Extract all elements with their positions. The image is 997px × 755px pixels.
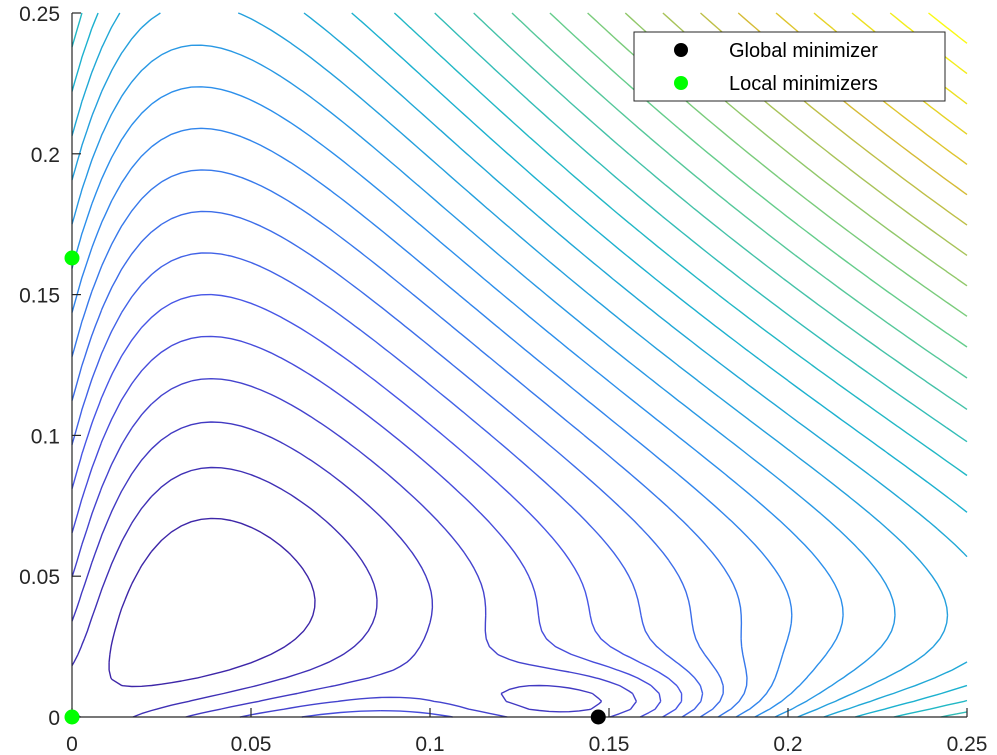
x-tick-label: 0.1 bbox=[415, 733, 444, 755]
contour-lines bbox=[71, 12, 968, 718]
contour-line bbox=[71, 127, 793, 718]
contour-line bbox=[71, 335, 662, 718]
y-tick-label: 0.05 bbox=[19, 566, 60, 589]
legend-label-global: Global minimizer bbox=[729, 40, 878, 62]
contour-line bbox=[434, 12, 968, 718]
x-tick-label: 0.2 bbox=[773, 733, 802, 755]
contour-line bbox=[928, 12, 968, 44]
y-axis-ticks: 0 0.05 0.1 0.15 0.2 0.25 bbox=[19, 3, 81, 730]
local-minimizer-point bbox=[64, 250, 80, 266]
x-tick-label: 0.25 bbox=[947, 733, 988, 755]
y-tick-label: 0.1 bbox=[31, 425, 60, 448]
contour-line bbox=[71, 12, 968, 718]
legend-label-local: Local minimizers bbox=[729, 73, 878, 95]
y-tick-label: 0.15 bbox=[19, 285, 60, 308]
contour-line bbox=[71, 252, 704, 718]
x-tick-label: 0 bbox=[66, 733, 78, 755]
contour-line bbox=[71, 293, 683, 718]
global-minimizer-point bbox=[590, 709, 606, 725]
x-tick-label: 0.05 bbox=[231, 733, 272, 755]
y-tick-label: 0.2 bbox=[31, 144, 60, 167]
contour-line bbox=[71, 44, 896, 718]
contour-line bbox=[71, 517, 316, 718]
contour-line bbox=[71, 421, 603, 718]
contour-line bbox=[473, 12, 968, 410]
contour-line bbox=[71, 12, 968, 718]
y-tick-label: 0.25 bbox=[19, 3, 60, 26]
contour-line bbox=[71, 12, 968, 718]
plot-frame bbox=[72, 13, 967, 717]
contour-line bbox=[511, 12, 968, 379]
legend-marker-local bbox=[674, 76, 688, 90]
contour-line bbox=[71, 466, 378, 718]
legend-box bbox=[633, 31, 946, 102]
x-tick-label: 0.15 bbox=[589, 733, 630, 755]
legend-marker-global bbox=[674, 43, 688, 57]
contour-line bbox=[71, 210, 724, 718]
legend: Global minimizer Local minimizers bbox=[633, 31, 946, 102]
local-minimizer-point bbox=[64, 709, 80, 725]
minimizer-markers bbox=[64, 250, 606, 725]
y-tick-label: 0 bbox=[48, 707, 60, 730]
x-axis-ticks: 0 0.05 0.1 0.15 0.2 0.25 bbox=[66, 708, 987, 755]
contour-line bbox=[71, 86, 844, 718]
contour-line bbox=[71, 378, 638, 718]
contour-line bbox=[71, 169, 748, 718]
